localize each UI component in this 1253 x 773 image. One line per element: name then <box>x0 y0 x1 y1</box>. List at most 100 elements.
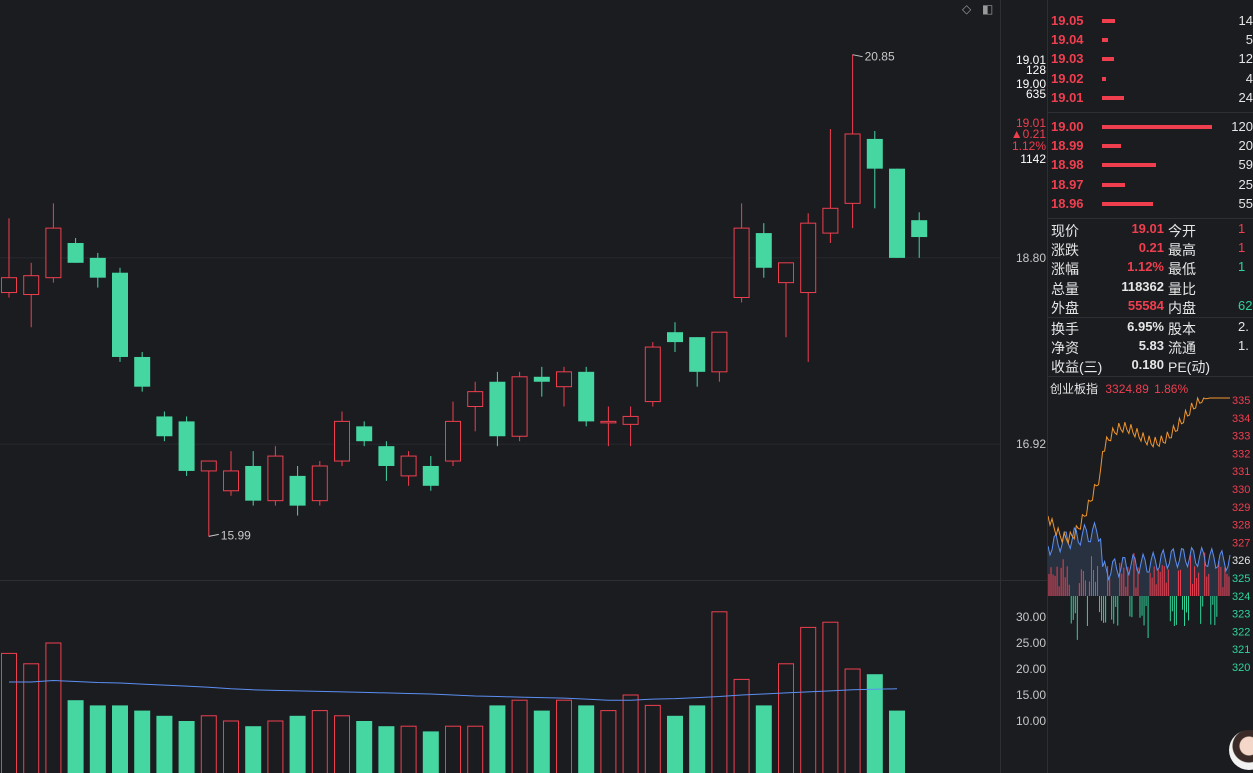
candle-body <box>866 138 883 169</box>
candle[interactable] <box>800 213 817 362</box>
quote-value: 55584 <box>1127 297 1164 313</box>
ask-row[interactable]: 19.02 4 <box>1048 69 1253 88</box>
extreme-marker-arrow <box>208 533 219 537</box>
candle[interactable] <box>556 366 572 407</box>
candle[interactable] <box>733 203 750 303</box>
ask-row[interactable]: 19.01 24 <box>1048 88 1253 107</box>
candle[interactable] <box>45 203 62 283</box>
index-axis-label: 329 <box>1232 502 1250 514</box>
panel-toggle-icon[interactable]: ◧ <box>982 2 994 16</box>
volume-bar <box>778 663 794 773</box>
bid-row[interactable]: 18.98 59 <box>1048 155 1253 174</box>
quote-label: 净资 <box>1051 340 1079 357</box>
candle[interactable] <box>400 451 417 486</box>
candle[interactable] <box>667 322 683 353</box>
candle[interactable] <box>23 262 40 328</box>
candle[interactable] <box>689 337 706 387</box>
volume-axis-label: 30.00 <box>1015 610 1046 624</box>
index-header[interactable]: 创业板指 3324.89 1.86% <box>1050 380 1188 397</box>
ask-row[interactable]: 19.05 14 <box>1048 11 1253 30</box>
candle[interactable] <box>711 331 728 382</box>
candle[interactable] <box>866 131 883 209</box>
candle[interactable] <box>511 371 528 442</box>
candle[interactable] <box>778 262 794 338</box>
candle[interactable] <box>911 212 928 258</box>
index-axis-label: 334 <box>1232 413 1250 425</box>
candle[interactable] <box>311 461 328 506</box>
orderbook-price: 19.00 <box>1051 119 1084 134</box>
volume-bar <box>511 699 528 773</box>
candle[interactable] <box>844 54 861 229</box>
candle[interactable] <box>755 223 772 278</box>
orderbook-volume: 20 <box>1238 138 1253 154</box>
candle[interactable] <box>600 406 617 447</box>
candle[interactable] <box>356 421 373 447</box>
quote-value: 19.01 <box>1131 221 1164 236</box>
candle-body <box>644 346 661 403</box>
index-axis-label: 331 <box>1232 466 1250 478</box>
volume-bar <box>556 699 572 773</box>
candle[interactable] <box>467 381 484 432</box>
candle[interactable] <box>622 406 639 447</box>
volume-axis-label: 20.00 <box>1015 662 1046 676</box>
index-intraday-chart[interactable]: 335 334 333 332 331 330 329 328 327 326 325 324 323 3… <box>1048 396 1253 773</box>
candle-body <box>822 207 839 234</box>
price-axis-label: 19.01 <box>1015 52 1046 67</box>
candle-body <box>556 371 572 388</box>
quote-label: 股本 <box>1168 321 1196 337</box>
ask-row[interactable]: 19.03 12 <box>1048 49 1253 68</box>
candle[interactable] <box>1 218 17 298</box>
candle[interactable] <box>533 366 550 397</box>
candle[interactable] <box>289 465 306 516</box>
volume-bar <box>600 710 617 773</box>
diamond-icon[interactable]: ◇ <box>962 2 972 16</box>
index-axis-label: 325 <box>1232 573 1250 585</box>
bid-row[interactable]: 18.97 25 <box>1048 175 1253 194</box>
candle-body <box>334 420 350 462</box>
candle[interactable] <box>89 252 106 288</box>
candle-body <box>422 465 439 486</box>
orderbook-price: 18.97 <box>1051 176 1084 192</box>
candle[interactable] <box>178 416 195 476</box>
candle[interactable] <box>445 401 461 466</box>
orderbook-volume: 14 <box>1238 13 1253 28</box>
quote-value: 118362 <box>1121 278 1164 294</box>
index-value: 3324.89 <box>1105 382 1149 396</box>
volume-bar <box>311 710 328 773</box>
candle[interactable] <box>489 371 506 447</box>
candle[interactable] <box>67 238 84 263</box>
volume-ma-line <box>9 679 898 701</box>
candle[interactable] <box>112 267 128 362</box>
candle[interactable] <box>245 451 262 506</box>
bid-row[interactable]: 18.99 20 <box>1048 136 1253 155</box>
index-line-orange <box>1048 396 1230 546</box>
candle[interactable] <box>134 352 151 392</box>
candle[interactable] <box>156 411 173 442</box>
price-axis-label: 128 <box>1025 62 1046 77</box>
volume-bar <box>689 705 706 773</box>
quote-label: 量比 <box>1168 280 1196 297</box>
candle[interactable] <box>822 129 839 243</box>
candle[interactable] <box>334 411 350 466</box>
price-axis-label: 1142 <box>1020 151 1046 166</box>
ask-row[interactable]: 19.04 5 <box>1048 30 1253 49</box>
bid-row[interactable]: 18.96 55 <box>1048 194 1253 213</box>
index-axis-label: 335 <box>1232 396 1250 407</box>
candle[interactable] <box>422 456 439 491</box>
bid-row[interactable]: 19.00 120 <box>1048 117 1253 136</box>
orderbook-price: 19.04 <box>1051 32 1084 48</box>
quote-row: 净资 5.83 流通 1. <box>1048 337 1253 356</box>
candle[interactable] <box>889 168 905 258</box>
quote-label: 今开 <box>1168 223 1196 239</box>
volume-chart[interactable] <box>0 581 1000 773</box>
candle[interactable] <box>578 366 595 427</box>
price-axis-label: 19.00 <box>1015 77 1046 92</box>
orderbook-volume-bar <box>1102 182 1126 187</box>
candle[interactable] <box>223 451 239 496</box>
candle[interactable] <box>644 342 661 407</box>
candlestick-chart[interactable]: 20.85 15.99 <box>0 0 1000 580</box>
candle[interactable] <box>267 446 284 506</box>
candle[interactable] <box>200 460 217 537</box>
candle[interactable] <box>378 441 395 481</box>
quote-label: 最低 <box>1168 261 1196 278</box>
